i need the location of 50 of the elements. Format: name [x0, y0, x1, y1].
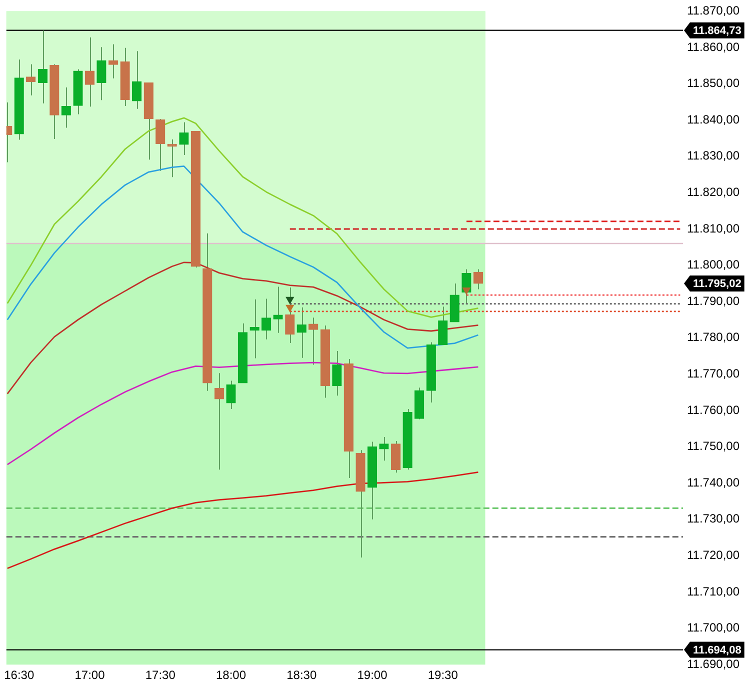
y-tick-label: 11.810,00 — [687, 221, 740, 236]
candlestick — [379, 436, 389, 462]
candlestick — [296, 306, 306, 358]
candlestick — [156, 118, 166, 172]
x-tick-label: 19:30 — [428, 668, 458, 682]
candlestick — [96, 46, 106, 101]
candlestick — [308, 317, 318, 366]
candlestick — [438, 306, 448, 346]
x-tick-label: 18:00 — [216, 668, 246, 682]
y-tick-label: 11.780,00 — [687, 330, 740, 344]
x-tick-label: 19:00 — [357, 668, 388, 682]
ref-line-label: 11.694,08 — [693, 644, 742, 656]
y-tick-label: 11.760,00 — [687, 402, 740, 417]
y-tick-label: 11.750,00 — [687, 439, 740, 454]
candlestick — [26, 64, 36, 96]
candlestick — [273, 286, 283, 334]
y-tick-label: 11.800,00 — [687, 258, 740, 272]
y-tick-label: 11.850,00 — [687, 76, 740, 90]
candlestick — [332, 350, 342, 396]
y-tick-label: 11.710,00 — [687, 584, 740, 598]
candlestick — [250, 298, 260, 359]
point — [286, 304, 294, 312]
y-tick-label: 11.730,00 — [687, 512, 740, 526]
candlestick — [132, 50, 142, 110]
candlestick — [38, 30, 48, 104]
point — [462, 287, 470, 294]
y-tick-label: 11.700,00 — [687, 620, 740, 635]
x-tick-label: 17:00 — [74, 668, 106, 682]
text: 11.795,02 — [693, 278, 742, 290]
y-tick-label: 11.860,00 — [687, 40, 740, 54]
y-tick-label: 11.870,00 — [687, 4, 740, 18]
candlestick — [226, 380, 236, 410]
ref-line-label: 11.864,73 — [693, 24, 742, 37]
y-tick-label: 11.720,00 — [687, 548, 740, 562]
y-tick-label: 11.690,00 — [687, 656, 740, 671]
y-tick-label: 11.830,00 — [687, 148, 740, 163]
candlestick — [61, 86, 71, 128]
y-tick-label: 11.740,00 — [687, 475, 740, 490]
y-tick-label: 11.790,00 — [687, 294, 740, 308]
candlestick — [84, 36, 95, 108]
x-tick-label: 16:30 — [4, 668, 34, 682]
x-tick-label: 18:30 — [286, 668, 317, 682]
candlestick — [108, 44, 118, 79]
y-tick-label: 11.820,00 — [687, 185, 740, 200]
x-tick-label: 17:30 — [145, 668, 176, 682]
y-tick-label: 11.840,00 — [687, 112, 740, 126]
point — [286, 296, 294, 304]
candlestick — [285, 286, 295, 344]
candlestick — [214, 372, 224, 470]
y-tick-label: 11.770,00 — [687, 366, 740, 381]
